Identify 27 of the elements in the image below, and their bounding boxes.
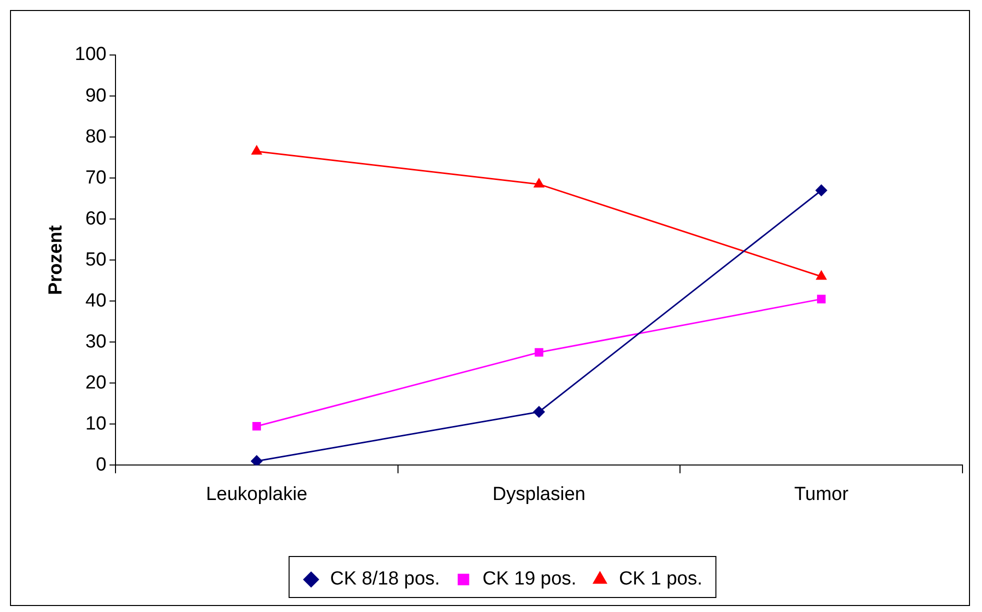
point (816, 184, 828, 196)
y-tick-label: 20 (85, 372, 106, 394)
point (534, 348, 544, 357)
y-tick-label: 80 (85, 126, 106, 148)
x-tick-label: Leukoplakie (206, 484, 308, 505)
y-tick-label: 60 (85, 208, 106, 230)
y-tick-label: 50 (85, 249, 106, 270)
legend-label: CK 1 pos. (618, 568, 702, 590)
y-tick-label: 40 (85, 290, 106, 312)
y-tick-label: 0 (96, 454, 106, 476)
x-tick-label: Tumor (794, 484, 850, 505)
point (534, 178, 544, 188)
y-tick-label: 100 (74, 44, 106, 66)
x-tick-label: Dysplasien (492, 484, 586, 505)
y-tick-label: 30 (85, 331, 106, 352)
y-tick-label: 10 (85, 413, 106, 434)
legend-label: CK 19 pos. (482, 568, 576, 590)
point (252, 146, 262, 155)
point (817, 294, 826, 304)
y-tick-label: 90 (85, 85, 106, 106)
legend-label: CK 8/18 pos. (330, 568, 440, 590)
point (252, 422, 261, 431)
point (533, 406, 545, 418)
point (250, 455, 262, 466)
y-tick-label: 70 (85, 167, 106, 188)
point (816, 270, 826, 280)
y-axis-title: Prozent (46, 224, 67, 295)
